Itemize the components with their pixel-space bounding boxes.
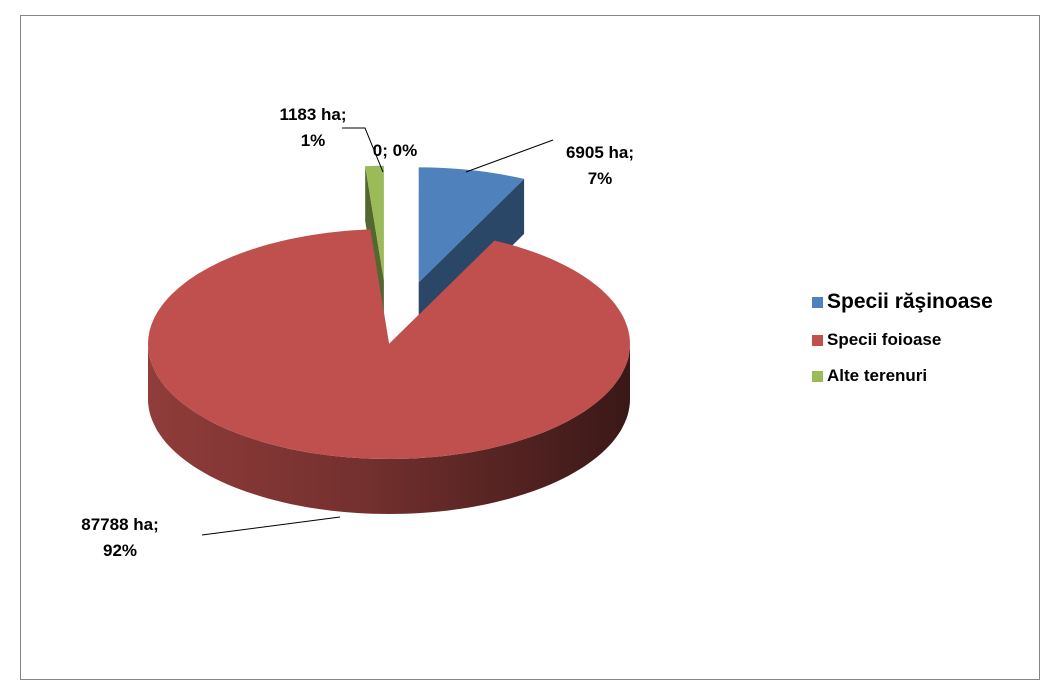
legend-label: Alte terenuri: [827, 366, 928, 385]
legend-swatch: [812, 370, 823, 382]
slice: [365, 165, 384, 281]
chart-frame: [20, 15, 1040, 680]
legend-label: Specii foioase: [827, 330, 942, 349]
data-label: 6905 ha; 7%: [565, 143, 635, 188]
data-label: 87788 ha; 92%: [81, 515, 159, 560]
legend-swatch: [812, 296, 823, 308]
legend-swatch: [812, 334, 823, 346]
slice-side: [148, 344, 630, 514]
legend-label: Specii răşinoase: [827, 290, 993, 313]
leader-line: [201, 516, 341, 536]
data-label: 0; 0%: [372, 141, 418, 160]
legend: Specii răşinoase Specii foioase Alte teren…: [812, 290, 993, 402]
slice: [148, 229, 630, 459]
data-label: 1183 ha; 1%: [279, 105, 347, 150]
legend-entry: Specii răşinoase: [812, 290, 993, 314]
leader-line: [465, 139, 554, 173]
legend-entry: Alte terenuri: [812, 366, 993, 386]
slice: [418, 167, 525, 283]
legend-entry: Specii foioase: [812, 330, 993, 350]
leader-line: [342, 127, 384, 173]
